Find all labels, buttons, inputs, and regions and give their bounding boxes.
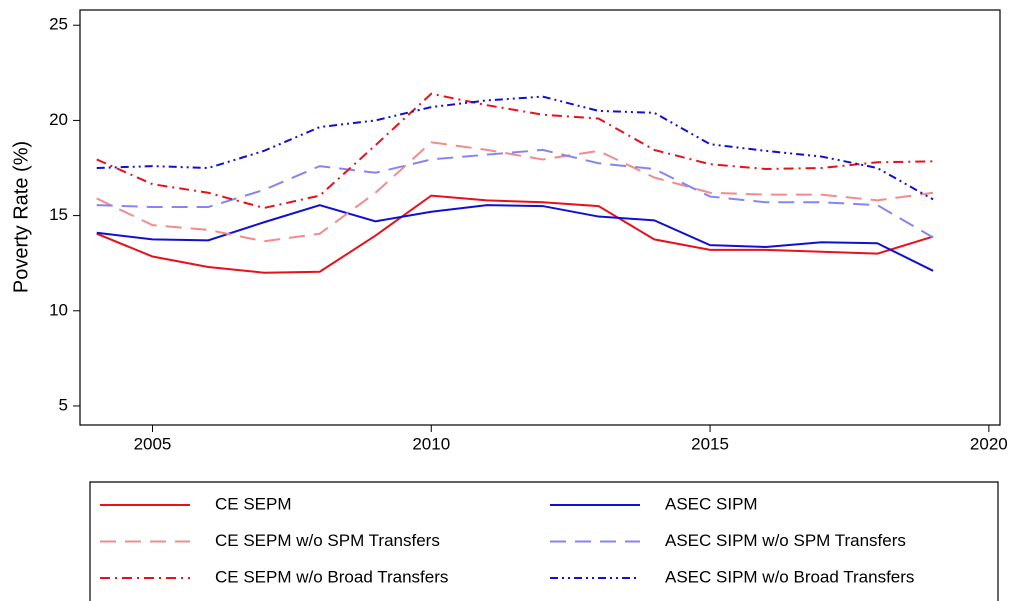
legend-label: ASEC SIPM w/o SPM Transfers (665, 531, 906, 550)
x-tick-label: 2005 (134, 434, 172, 453)
series-line (96, 204, 934, 272)
y-tick-label: 25 (49, 15, 68, 34)
series-line (96, 95, 934, 201)
x-tick-label: 2020 (970, 434, 1008, 453)
legend-label: ASEC SIPM w/o Broad Transfers (665, 567, 914, 586)
legend-box (89, 481, 999, 601)
y-tick-label: 5 (59, 395, 68, 414)
plot-frame (79, 9, 1001, 426)
legend-label: CE SEPM (215, 494, 292, 513)
y-tick-label: 20 (49, 110, 68, 129)
y-axis-label: Poverty Rate (%) (10, 141, 32, 293)
legend-label: CE SEPM w/o SPM Transfers (215, 531, 440, 550)
x-tick-label: 2015 (691, 434, 729, 453)
series-line (96, 194, 934, 274)
series-line (96, 92, 934, 210)
y-tick-label: 10 (49, 300, 68, 319)
legend-label: CE SEPM w/o Broad Transfers (215, 567, 448, 586)
legend-label: ASEC SIPM (665, 494, 758, 513)
series-line (96, 148, 934, 239)
series-line (96, 141, 934, 243)
y-tick-label: 15 (49, 205, 68, 224)
x-tick-label: 2010 (412, 434, 450, 453)
